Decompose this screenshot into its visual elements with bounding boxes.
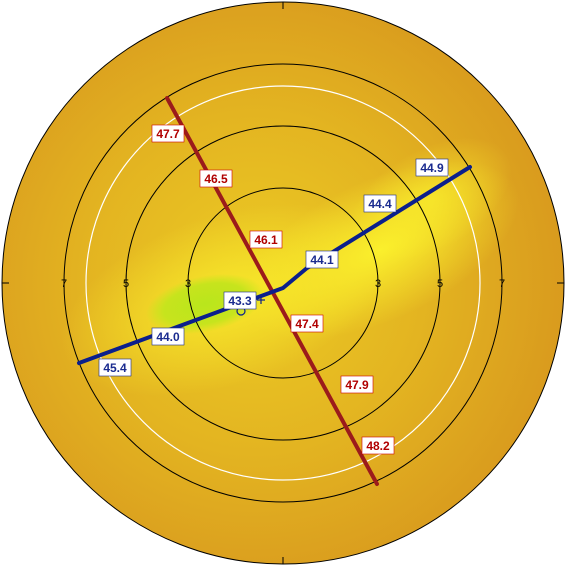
ring-scale-labels: 7 5 3 3 5 7	[61, 278, 505, 290]
scale-label-right-5: 5	[437, 278, 443, 290]
scale-label-left-7: 7	[61, 278, 67, 290]
scale-label-right-7: 7	[499, 278, 505, 290]
svg-text:43.3: 43.3	[228, 294, 252, 308]
scale-label-left-3: 3	[185, 278, 191, 290]
svg-text:44.9: 44.9	[420, 161, 444, 175]
flat-label-5: 44.4	[363, 194, 397, 213]
scale-label-left-5: 5	[123, 278, 129, 290]
flat-label-2: 44.0	[151, 327, 185, 346]
svg-text:48.2: 48.2	[366, 439, 390, 453]
svg-text:47.9: 47.9	[345, 378, 369, 392]
vertex-marker	[257, 296, 265, 304]
flat-meridian-line	[77, 165, 472, 365]
ring-pupil-white	[85, 85, 481, 481]
steep-label-3: 46.1	[249, 230, 283, 249]
flat-label-4: 44.1	[305, 250, 339, 269]
steep-label-2: 46.5	[199, 169, 233, 188]
zone-rings	[63, 63, 503, 503]
ring-5mm	[125, 125, 441, 441]
svg-text:47.4: 47.4	[295, 317, 319, 331]
steep-label-6: 48.2	[361, 436, 395, 455]
svg-text:47.7: 47.7	[156, 127, 180, 141]
steep-labels: 47.7 46.5 46.1 47.4 47.9 48.2	[151, 124, 395, 455]
svg-text:44.0: 44.0	[156, 330, 180, 344]
svg-text:46.1: 46.1	[254, 233, 278, 247]
ring-3mm	[187, 187, 379, 379]
ring-7mm	[63, 63, 503, 503]
flat-label-1: 45.4	[98, 358, 132, 377]
steep-label-4: 47.4	[290, 314, 324, 333]
flat-meridian	[77, 165, 472, 365]
svg-text:45.4: 45.4	[103, 361, 127, 375]
svg-text:44.4: 44.4	[368, 197, 392, 211]
flat-label-3: 43.3	[223, 291, 257, 310]
steep-label-5: 47.9	[340, 375, 374, 394]
steep-label-1: 47.7	[151, 124, 185, 143]
scale-label-right-3: 3	[375, 278, 381, 290]
svg-text:46.5: 46.5	[204, 172, 228, 186]
svg-text:44.1: 44.1	[310, 253, 334, 267]
flat-labels: 45.4 44.0 43.3 44.1 44.4 44.9	[98, 158, 449, 377]
flat-label-6: 44.9	[415, 158, 449, 177]
